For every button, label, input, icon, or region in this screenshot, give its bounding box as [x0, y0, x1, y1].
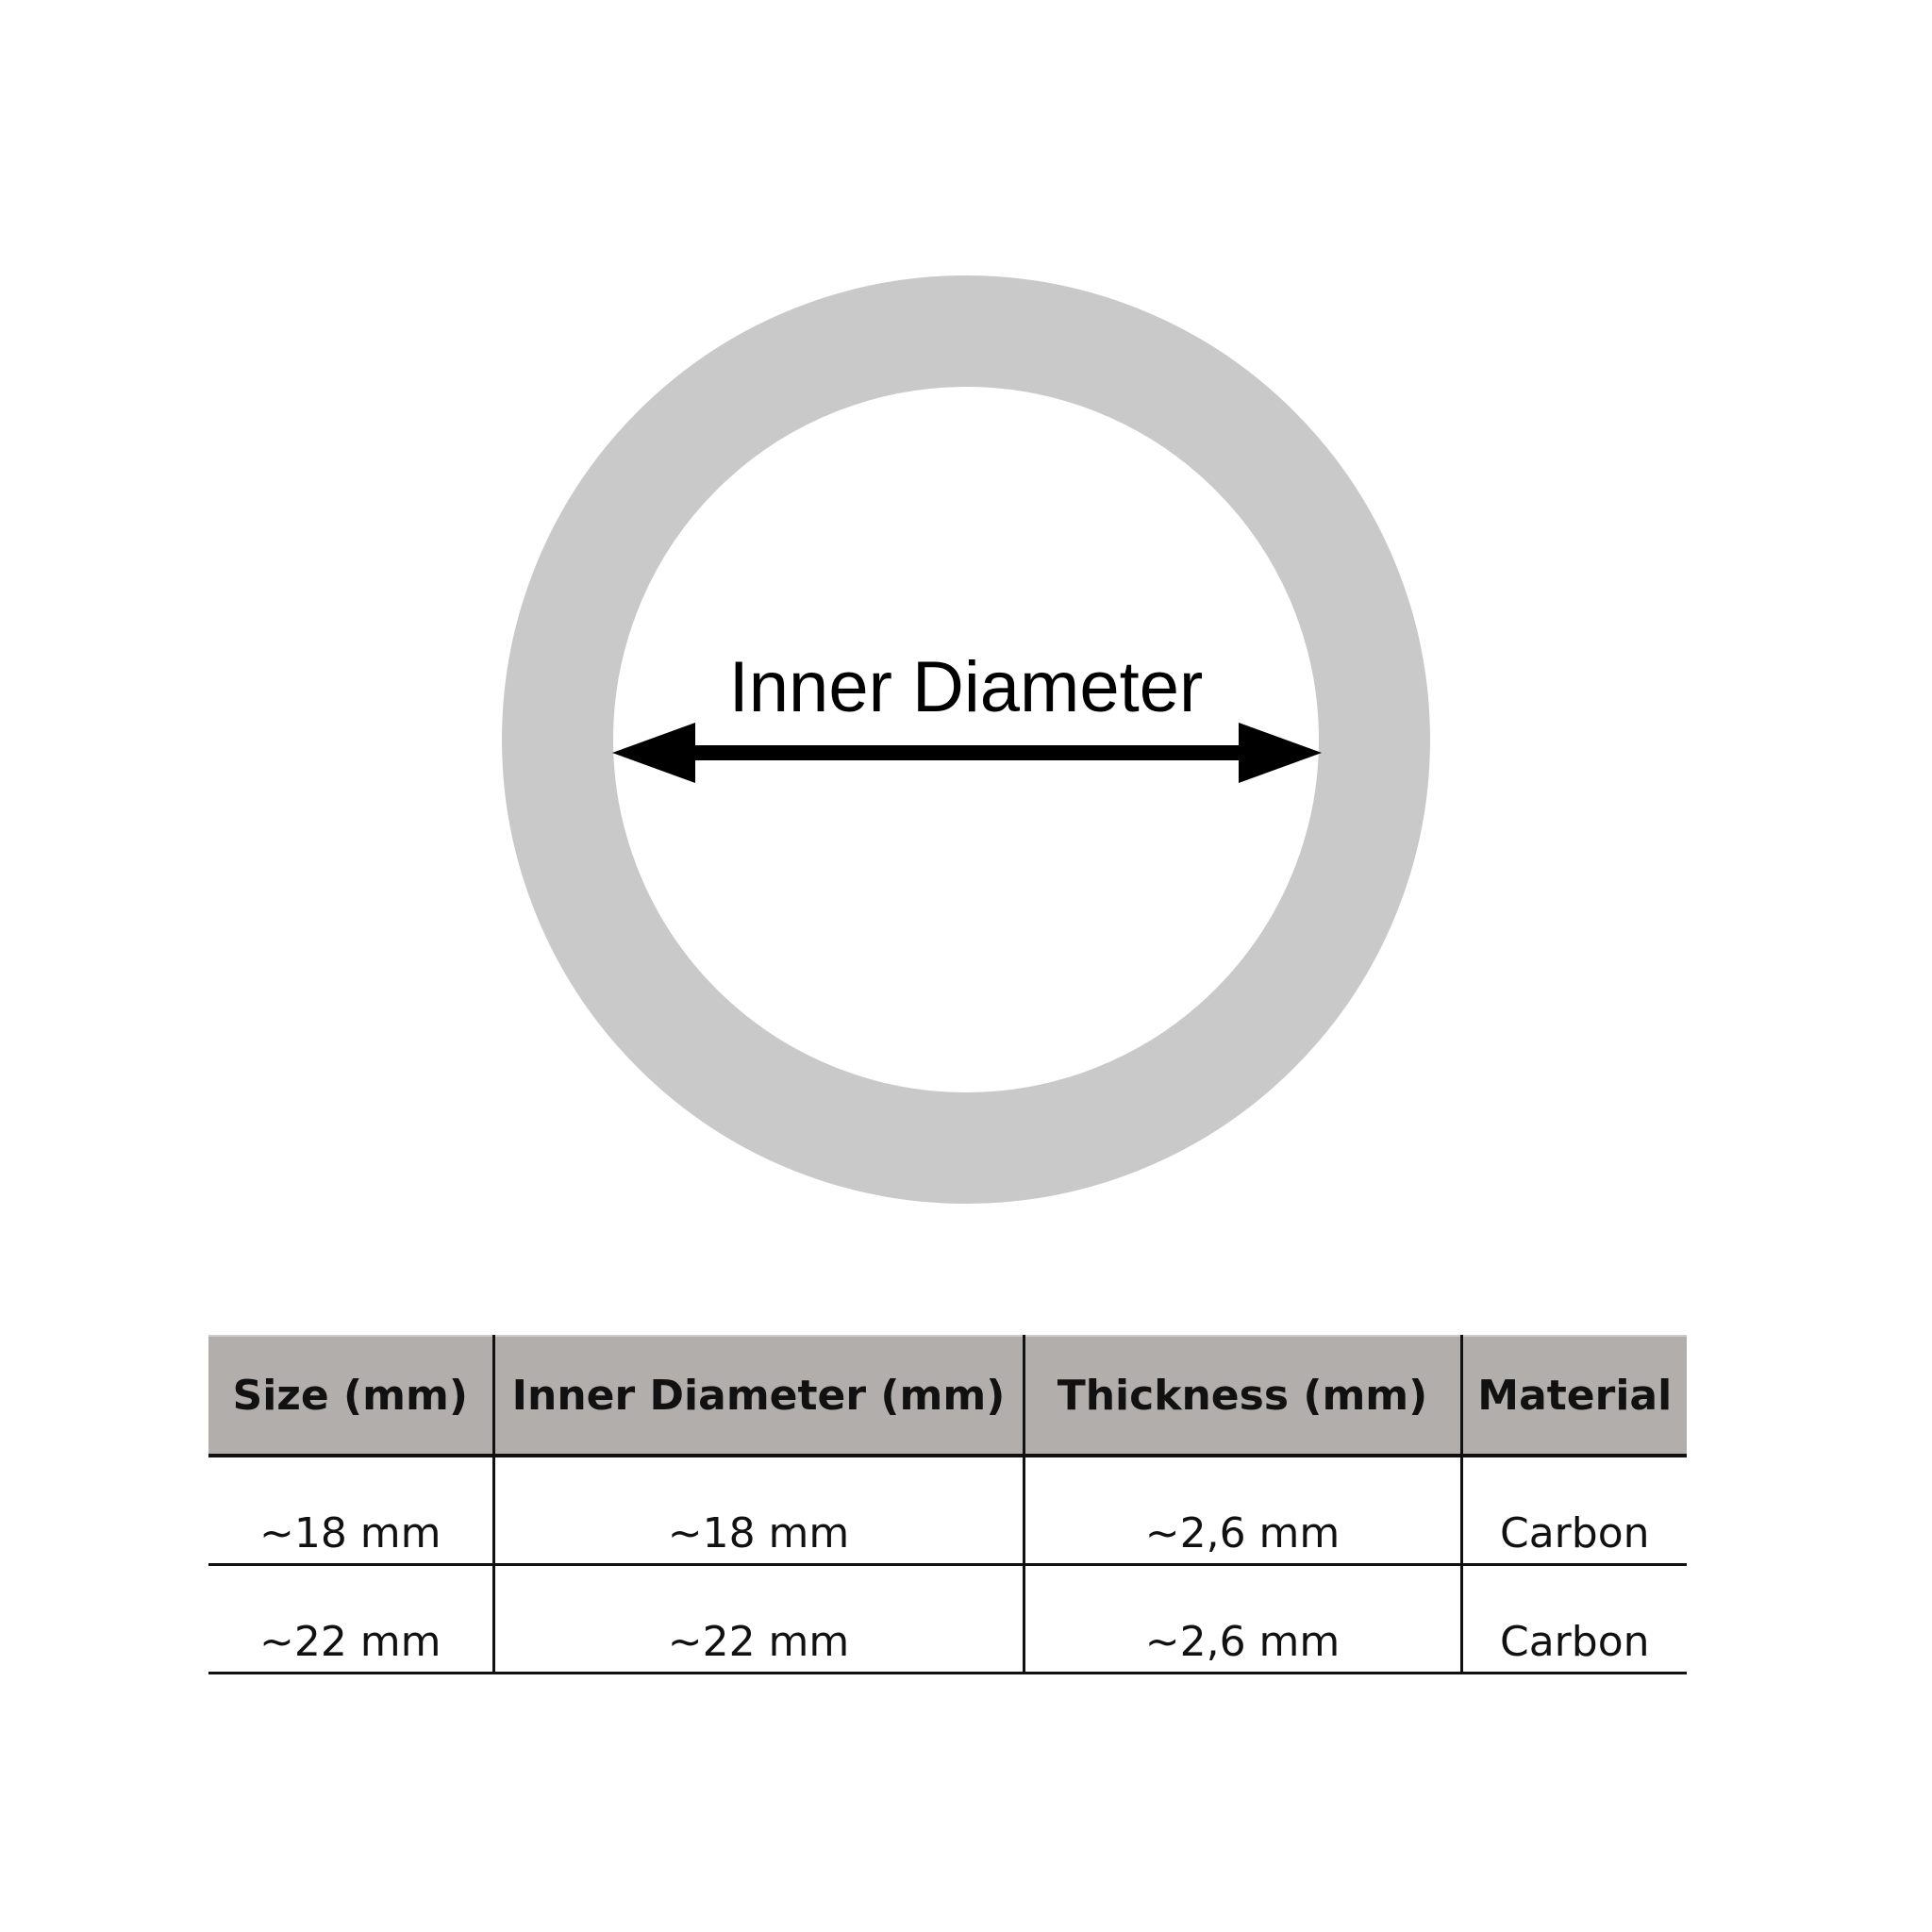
header-material: Material [1459, 1335, 1687, 1457]
cell-thickness: ~2,6 mm [1022, 1564, 1463, 1674]
header-size: Size (mm) [208, 1335, 495, 1457]
table-row: ~18 mm ~18 mm ~2,6 mm Carbon [208, 1456, 1687, 1566]
cell-material: Carbon [1459, 1564, 1687, 1674]
double-arrow-icon [612, 723, 1322, 783]
size-table: Size (mm) Inner Diameter (mm) Thickness … [208, 1335, 1687, 1674]
cell-thickness: ~2,6 mm [1022, 1456, 1463, 1566]
header-thickness: Thickness (mm) [1022, 1335, 1463, 1457]
cell-inner-diameter: ~18 mm [491, 1456, 1025, 1566]
cell-size: ~18 mm [208, 1456, 495, 1566]
inner-diameter-label: Inner Diameter [728, 647, 1204, 727]
cell-inner-diameter: ~22 mm [491, 1564, 1025, 1674]
header-inner-diameter: Inner Diameter (mm) [491, 1335, 1025, 1457]
table-row: ~22 mm ~22 mm ~2,6 mm Carbon [208, 1564, 1687, 1674]
ring-outer [502, 275, 1430, 1204]
cell-size: ~22 mm [208, 1564, 495, 1674]
cell-material: Carbon [1459, 1456, 1687, 1566]
table-header-row: Size (mm) Inner Diameter (mm) Thickness … [208, 1335, 1687, 1457]
